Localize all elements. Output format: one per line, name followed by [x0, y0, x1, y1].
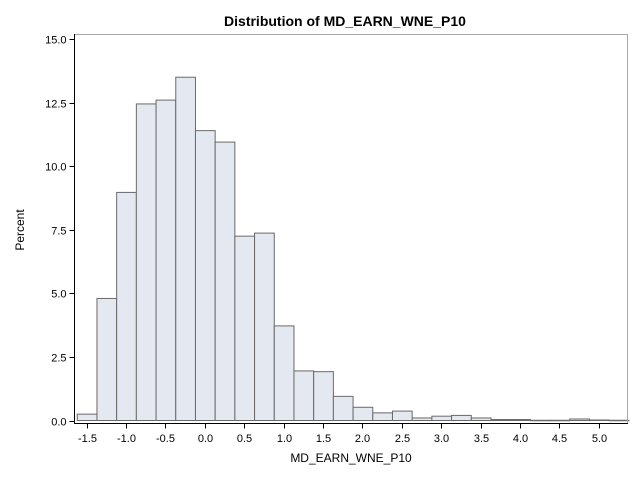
- axes-layer: 0.0 2.5 5.0 7.5 10.0 12.5 15.0 -1.5 -1.0 -0.5 0.0 0…: [45, 34, 628, 445]
- y-tick-label-4: 10.0: [45, 162, 66, 174]
- x-tick-label-5: 1.0: [277, 433, 292, 445]
- x-tick-label-3: 0.0: [198, 433, 213, 445]
- chart-title: Distribution of MD_EARN_WNE_P10: [224, 13, 466, 29]
- histogram-bar-12: [313, 371, 334, 421]
- histogram-bar-11: [293, 370, 315, 422]
- x-tick-label-8: 2.5: [395, 433, 410, 445]
- x-tick-label-12: 4.5: [552, 433, 567, 445]
- histogram-bar-9: [254, 232, 275, 421]
- histogram-bar-25: [569, 418, 590, 422]
- histogram-bar-7: [214, 141, 236, 421]
- histogram-bar-15: [372, 412, 393, 421]
- y-tick-label-3: 7.5: [51, 226, 66, 238]
- y-tick-label-0: 0.0: [51, 417, 66, 429]
- x-tick-label-6: 1.5: [316, 433, 331, 445]
- bars-layer: [76, 76, 630, 422]
- x-axis-label: MD_EARN_WNE_P10: [290, 451, 412, 465]
- histogram-bar-0: [76, 413, 98, 422]
- histogram-bar-19: [451, 414, 472, 422]
- y-tick-label-2: 5.0: [51, 289, 66, 301]
- y-axis-label: Percent: [13, 209, 27, 251]
- x-tick-label-1: -1.0: [117, 433, 136, 445]
- histogram-bar-10: [273, 325, 295, 421]
- x-tick-label-11: 4.0: [513, 433, 528, 445]
- y-tick-label-6: 15.0: [45, 35, 66, 47]
- histogram-bar-27: [608, 419, 630, 422]
- histogram-bar-23: [529, 419, 551, 422]
- x-tick-label-7: 2.0: [355, 433, 370, 445]
- histogram-bar-26: [588, 419, 610, 421]
- histogram-bar-20: [470, 417, 492, 421]
- histogram-bar-14: [352, 406, 374, 421]
- histogram-bar-16: [391, 410, 413, 421]
- x-tick-label-9: 3.0: [434, 433, 449, 445]
- x-tick-label-2: -0.5: [156, 433, 175, 445]
- histogram-bar-4: [155, 99, 177, 422]
- histogram-bar-3: [135, 103, 157, 422]
- x-tick-label-4: 0.5: [237, 433, 252, 445]
- x-tick-label-10: 3.5: [474, 433, 489, 445]
- histogram-bar-24: [549, 419, 571, 422]
- histogram-bar-8: [234, 235, 256, 421]
- x-tick-label-13: 5.0: [592, 433, 607, 445]
- histogram-bar-22: [510, 418, 531, 422]
- histogram-bar-1: [96, 297, 118, 422]
- x-tick-label-0: -1.5: [78, 433, 97, 445]
- histogram-bar-6: [194, 130, 216, 421]
- histogram-bar-18: [431, 415, 453, 421]
- y-tick-label-1: 2.5: [51, 353, 66, 365]
- y-tick-label-5: 12.5: [45, 99, 66, 111]
- histogram-bar-5: [175, 76, 196, 421]
- histogram-bar-21: [490, 418, 512, 422]
- histogram-bar-2: [116, 191, 137, 421]
- histogram-bar-17: [411, 417, 433, 421]
- histogram-bar-13: [332, 395, 354, 421]
